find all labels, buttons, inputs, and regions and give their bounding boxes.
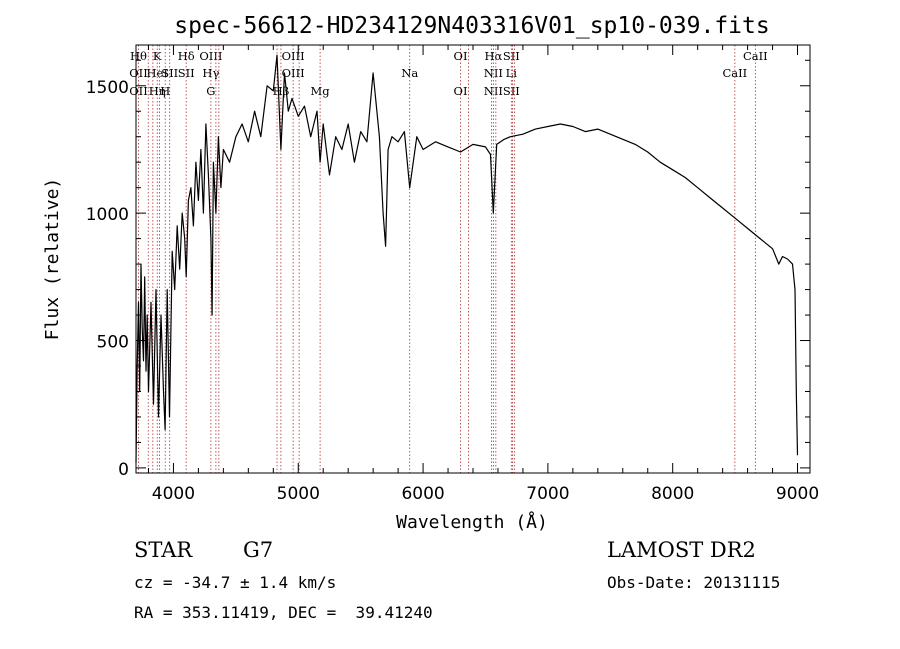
spectral-line-label: Hη xyxy=(149,84,166,98)
spectral-line-label: CaII xyxy=(722,66,747,80)
coordinates: RA = 353.11419, DEC = 39.41240 xyxy=(134,603,433,622)
y-tick-label: 1000 xyxy=(86,205,129,225)
velocity-readout: cz = -34.7 ± 1.4 km/s xyxy=(134,573,337,592)
spectral-line-label: NII xyxy=(484,84,503,98)
spectral-line-label: OII xyxy=(129,66,148,80)
spectral-line-label: SII xyxy=(503,84,520,98)
spectral-line-label: H xyxy=(160,84,170,98)
x-tick-label: 8000 xyxy=(651,484,694,504)
plot-frame xyxy=(135,44,811,474)
spectral-line-label: Hα xyxy=(484,49,502,63)
obs-date: Obs-Date: 20131115 xyxy=(607,573,781,592)
spectral-line-label: OI xyxy=(454,84,468,98)
object-class: STAR xyxy=(134,538,193,562)
spectral-line-label: OIII xyxy=(282,49,305,63)
object-subclass: G7 xyxy=(243,538,274,562)
spectral-line-label: NII xyxy=(484,66,503,80)
x-axis-label: Wavelength (Å) xyxy=(396,511,548,533)
spectral-line-label: OI xyxy=(454,49,468,63)
y-tick-label: 0 xyxy=(118,460,129,480)
spectral-line-label: G xyxy=(206,84,215,98)
spectral-line-label: OII xyxy=(129,84,148,98)
spectral-line-label: Hγ xyxy=(202,66,219,80)
spectral-line-label: Li xyxy=(506,66,518,80)
spectral-line-label: SII xyxy=(503,49,520,63)
y-tick-label: 500 xyxy=(97,333,129,353)
spectral-line-label: OIII xyxy=(199,49,222,63)
spectral-line-label: Na xyxy=(401,66,418,80)
spectral-line-label: HeI xyxy=(147,66,168,80)
x-tick-label: 5000 xyxy=(277,484,320,504)
y-tick-label: 1500 xyxy=(86,78,129,98)
spectral-line-label: Mg xyxy=(311,84,331,98)
spectral-line-label: SII xyxy=(161,66,178,80)
spectral-line-label: Hβ xyxy=(273,84,290,98)
spectrum-series-line xyxy=(135,54,799,463)
x-tick-label: 4000 xyxy=(152,484,195,504)
x-tick-label: 7000 xyxy=(526,484,569,504)
spectral-line-label: CaII xyxy=(743,49,768,63)
survey-name: LAMOST DR2 xyxy=(607,538,756,562)
spectral-line-label: K xyxy=(153,49,162,63)
spectral-line-label: Hθ xyxy=(130,49,147,63)
x-tick-label: 9000 xyxy=(776,484,819,504)
spectral-line-label: SII xyxy=(178,66,195,80)
x-tick-label: 6000 xyxy=(401,484,444,504)
chart-title: spec-56612-HD234129N403316V01_sp10-039.f… xyxy=(174,13,769,39)
y-axis-label: Flux (relative) xyxy=(42,178,63,341)
spectral-line-label: Hδ xyxy=(178,49,195,63)
